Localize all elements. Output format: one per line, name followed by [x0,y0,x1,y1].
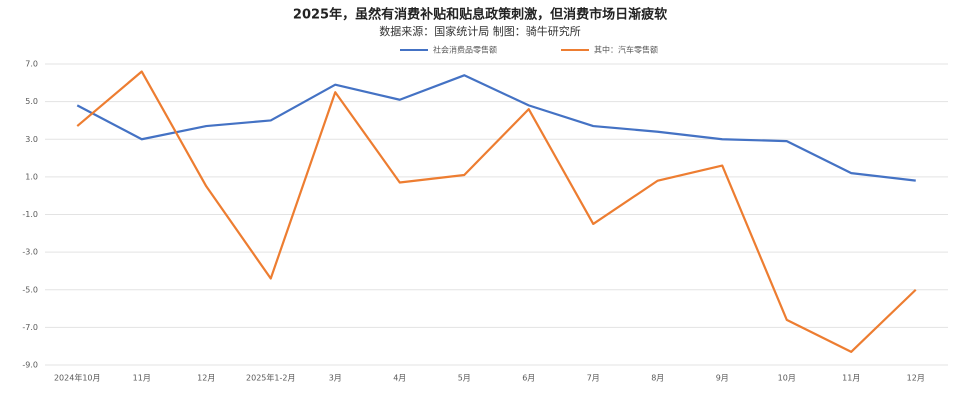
y-tick-label: -1.0 [22,210,38,219]
x-tick-label: 10月 [778,374,796,383]
legend-label: 社会消费品零售额 [433,45,497,55]
y-tick-label: 7.0 [25,60,38,69]
x-tick-label: 5月 [458,374,471,383]
x-tick-label: 6月 [522,374,535,383]
x-tick-label: 12月 [907,374,925,383]
y-tick-label: -3.0 [22,248,38,257]
x-tick-label: 9月 [716,374,729,383]
y-tick-label: 3.0 [25,135,38,144]
x-tick-label: 12月 [197,374,215,383]
x-tick-label: 2024年10月 [54,373,101,383]
x-tick-label: 11月 [842,374,860,383]
x-tick-label: 11月 [133,374,151,383]
series-line [76,70,917,353]
legend-label: 其中：汽车零售额 [594,45,658,55]
x-tick-label: 7月 [587,374,600,383]
x-tick-label: 2025年1-2月 [246,373,295,383]
series-line [76,74,916,182]
x-tick-label: 3月 [329,374,342,383]
y-tick-label: -9.0 [22,361,38,370]
y-tick-label: 1.0 [25,172,38,181]
chart-subtitle: 数据来源：国家统计局 制图：骑牛研究所 [379,24,581,38]
chart-title: 2025年，虽然有消费补贴和贴息政策刺激，但消费市场日渐疲软 [293,7,667,23]
y-tick-label: 5.0 [25,97,38,106]
y-tick-label: -5.0 [22,285,38,294]
y-tick-label: -7.0 [22,323,38,332]
x-tick-label: 8月 [651,374,664,383]
x-tick-label: 4月 [393,374,406,383]
